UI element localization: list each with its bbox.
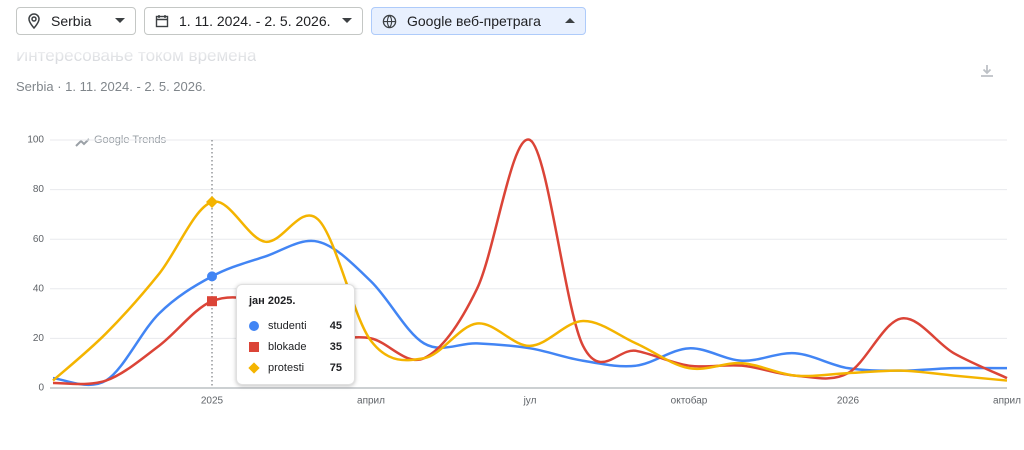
tooltip-series-name: protesti [268, 361, 305, 374]
tooltip-value: 35 [329, 340, 342, 353]
scroll-shade [0, 44, 1024, 60]
y-tick-label: 100 [27, 135, 44, 146]
series-line [52, 239, 1008, 387]
hover-marker [207, 296, 217, 307]
globe-icon [382, 14, 397, 28]
x-tick-label: април [993, 396, 1021, 407]
dropdown-arrow [565, 18, 575, 23]
source-label: Google веб-претрага [407, 13, 541, 29]
y-tick-label: 80 [33, 184, 45, 195]
tooltip: јан 2025. studenti 45 blokade 35 protesti 75 [236, 284, 355, 385]
calendar-icon [155, 15, 169, 28]
subtitle: Serbia · 1. 11. 2024. - 2. 5. 2026. [16, 79, 206, 94]
x-tick-label: октобар [671, 395, 708, 407]
tooltip-row: studenti 45 [249, 315, 342, 336]
tooltip-series-name: studenti [268, 319, 307, 332]
date-filter[interactable]: 1. 11. 2024. - 2. 5. 2026. [144, 7, 363, 35]
y-tick-label: 40 [33, 283, 45, 294]
download-icon[interactable] [980, 64, 994, 78]
x-tick-label: 2026 [837, 396, 860, 407]
y-tick-label: 0 [38, 383, 44, 394]
tooltip-swatch [248, 361, 260, 374]
dropdown-arrow [115, 18, 125, 23]
tooltip-value: 45 [329, 319, 342, 332]
y-tick-label: 60 [33, 234, 45, 245]
location-label: Serbia [51, 13, 92, 29]
location-filter[interactable]: Serbia [16, 7, 136, 35]
tooltip-row: protesti 75 [248, 357, 342, 378]
tooltip-swatch [249, 341, 259, 352]
source-filter[interactable]: Google веб-претрага [371, 7, 586, 35]
hover-marker [207, 271, 217, 282]
tooltip-row: blokade 35 [249, 336, 342, 357]
x-tick-label: 2025 [201, 396, 224, 407]
series-line [52, 200, 1008, 382]
tooltip-swatch [249, 320, 259, 331]
x-tick-label: април [357, 396, 385, 407]
x-tick-label: јул [523, 396, 537, 407]
tooltip-series-name: blokade [268, 340, 307, 353]
pin-icon [28, 13, 40, 29]
y-tick-label: 20 [33, 333, 45, 344]
tooltip-title: јан 2025. [249, 295, 296, 307]
dropdown-arrow [342, 18, 352, 23]
tooltip-value: 75 [329, 361, 342, 374]
hover-marker [206, 196, 218, 208]
date-label: 1. 11. 2024. - 2. 5. 2026. [179, 13, 331, 29]
